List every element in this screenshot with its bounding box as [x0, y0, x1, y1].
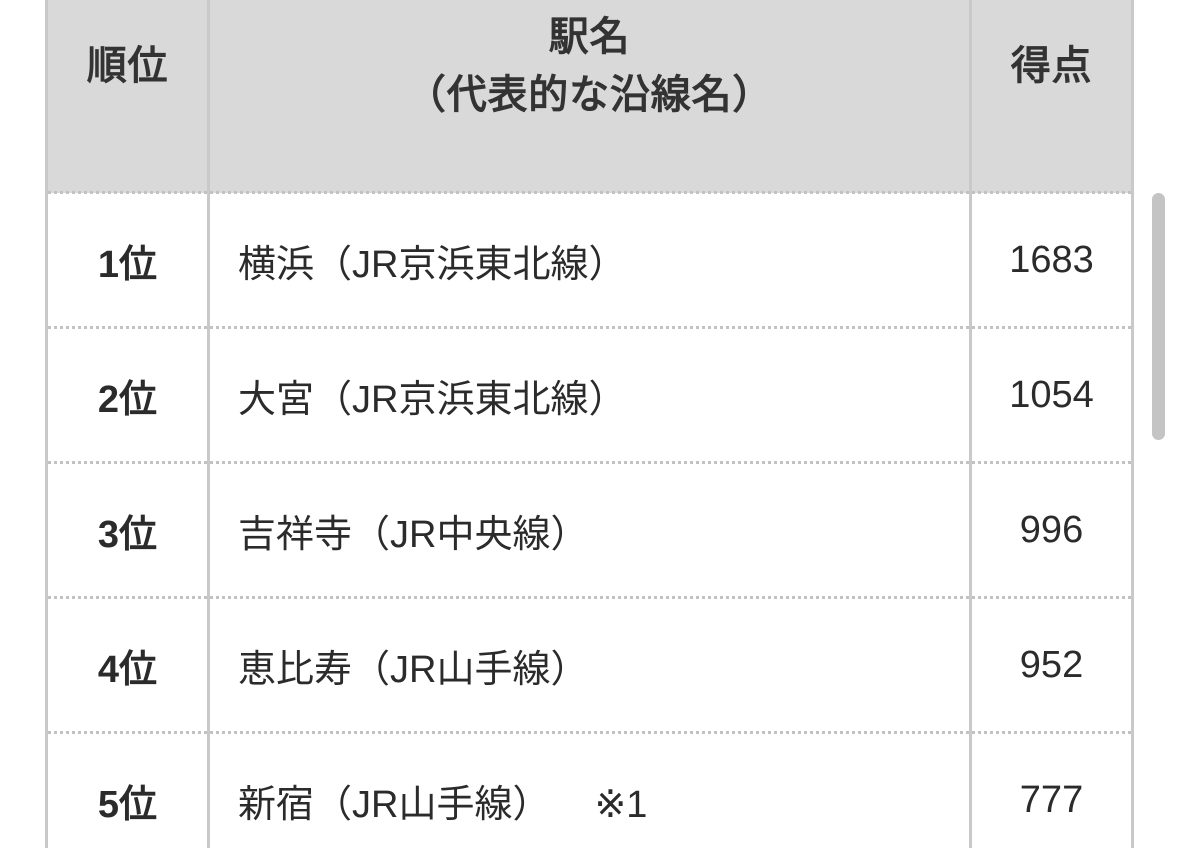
- cell-station-name: 恵比寿（JR山手線）: [207, 597, 972, 734]
- cell-station-name: 横浜（JR京浜東北線）: [207, 192, 972, 329]
- column-header-station-name: 駅名 （代表的な沿線名）: [207, 0, 972, 194]
- footnote-marker: ※1: [594, 783, 648, 826]
- cell-rank: 2位: [46, 327, 209, 464]
- table-header: 順位 駅名 （代表的な沿線名） 得点: [46, 0, 1133, 194]
- cell-score: 1054: [970, 327, 1133, 464]
- table-row: 4位 恵比寿（JR山手線） 952: [46, 597, 1133, 734]
- station-name-text: 横浜（JR京浜東北線）: [238, 243, 627, 286]
- station-name-text: 新宿（JR山手線）: [238, 783, 551, 826]
- table-row: 3位 吉祥寺（JR中央線） 996: [46, 462, 1133, 599]
- table-row: 5位 新宿（JR山手線） ※1 777: [46, 732, 1133, 848]
- column-header-station-name-line1: 駅名: [548, 14, 631, 59]
- column-header-station-name-line2: （代表的な沿線名）: [405, 72, 774, 117]
- table-row: 1位 横浜（JR京浜東北線） 1683: [46, 192, 1133, 329]
- station-ranking-table: 順位 駅名 （代表的な沿線名） 得点 1位 横浜（JR京浜東北線） 1683 2…: [45, 0, 1134, 848]
- cell-rank: 1位: [46, 192, 209, 329]
- cell-score: 1683: [970, 192, 1133, 329]
- cell-rank: 5位: [46, 732, 209, 848]
- station-name-text: 吉祥寺（JR中央線）: [238, 513, 589, 556]
- column-header-rank: 順位: [46, 0, 209, 194]
- station-name-text: 恵比寿（JR山手線）: [238, 648, 589, 691]
- cell-score: 777: [970, 732, 1133, 848]
- cell-score: 952: [970, 597, 1133, 734]
- table-body: 1位 横浜（JR京浜東北線） 1683 2位 大宮（JR京浜東北線） 1054 …: [46, 192, 1133, 848]
- cell-score: 996: [970, 462, 1133, 599]
- table-row: 2位 大宮（JR京浜東北線） 1054: [46, 327, 1133, 464]
- vertical-scrollbar-track[interactable]: [1152, 0, 1172, 848]
- table-header-row: 順位 駅名 （代表的な沿線名） 得点: [46, 0, 1133, 194]
- cell-rank: 4位: [46, 597, 209, 734]
- cell-rank: 3位: [46, 462, 209, 599]
- vertical-scrollbar-thumb[interactable]: [1152, 193, 1165, 440]
- cell-station-name: 大宮（JR京浜東北線）: [207, 327, 972, 464]
- column-header-score: 得点: [970, 0, 1133, 194]
- cell-station-name: 新宿（JR山手線） ※1: [207, 732, 972, 848]
- station-name-text: 大宮（JR京浜東北線）: [238, 378, 627, 421]
- cell-station-name: 吉祥寺（JR中央線）: [207, 462, 972, 599]
